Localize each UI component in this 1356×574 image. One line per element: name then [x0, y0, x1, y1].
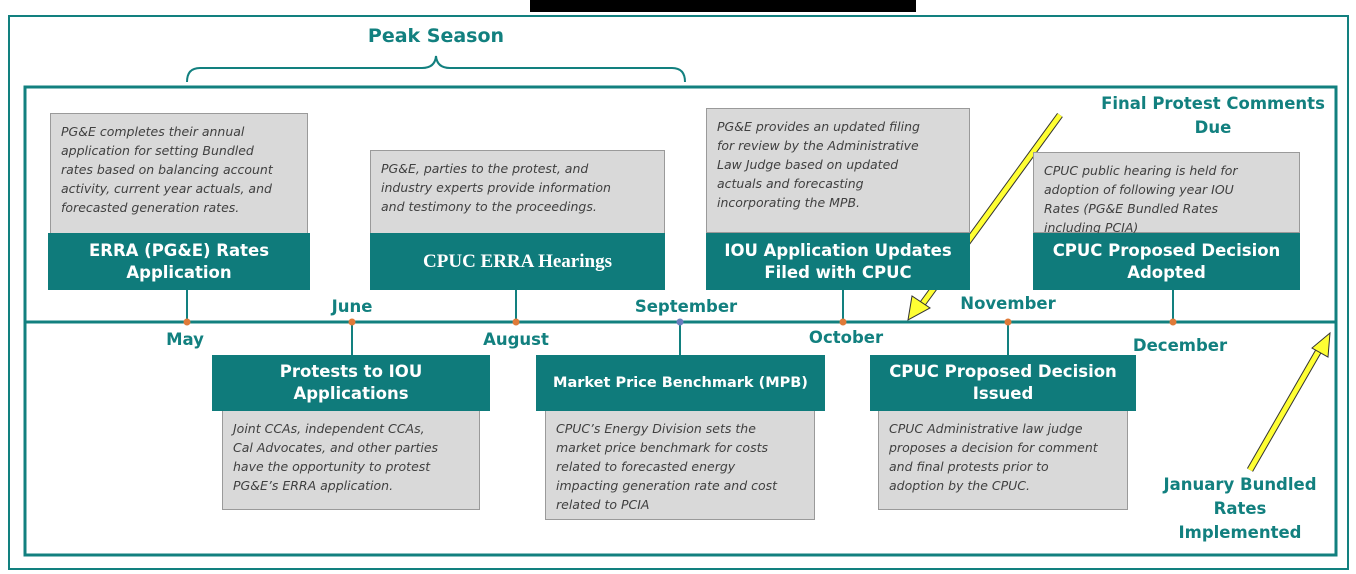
- description-line: adoption of following year IOU: [1044, 182, 1234, 197]
- description-line: actuals and forecasting: [717, 176, 864, 191]
- description-line: Law Judge based on updated: [717, 157, 899, 172]
- event-title: IOU Application Updates Filed with CPUC: [706, 233, 970, 290]
- description-line: PG&E, parties to the protest, and: [381, 161, 589, 176]
- event-description: CPUC Administrative law judge proposes a …: [878, 410, 1128, 510]
- arrow-head: [907, 295, 931, 321]
- arrow: [1247, 343, 1325, 472]
- event-title: Protests to IOU Applications: [212, 355, 490, 411]
- event-title: CPUC ERRA Hearings: [370, 233, 665, 290]
- month-dot: [1169, 318, 1177, 326]
- description-line: PG&E provides an updated filing: [717, 119, 920, 134]
- event-title: CPUC Proposed Decision Adopted: [1033, 233, 1300, 290]
- annotation: Final Protest Comments Due: [1101, 94, 1325, 137]
- month-label: May: [166, 330, 204, 349]
- month-label: June: [331, 297, 373, 316]
- description-line: proposes a decision for comment: [889, 440, 1098, 455]
- description-line: including PCIA): [1044, 220, 1139, 235]
- event-description: Joint CCAs, independent CCAs, Cal Advocat…: [222, 410, 480, 510]
- title: Peak Season: [367, 25, 505, 47]
- month-label: November: [960, 294, 1056, 313]
- description-line: CPUC Administrative law judge: [889, 421, 1083, 436]
- description-line: Rates (PG&E Bundled Rates: [1044, 201, 1219, 216]
- event-description: CPUC’s Energy Division sets the market pr…: [545, 410, 815, 520]
- description-line: PG&E’s ERRA application.: [233, 478, 394, 493]
- description-line: adoption by the CPUC.: [889, 478, 1031, 493]
- description-line: CPUC’s Energy Division sets the: [556, 421, 756, 436]
- description-line: Cal Advocates, and other parties: [233, 440, 439, 455]
- month-label: September: [634, 297, 738, 316]
- month-dot: [839, 318, 847, 326]
- description-line: PG&E completes their annual: [61, 124, 245, 139]
- description-line: forecasted generation rates.: [61, 200, 240, 215]
- event-description: PG&E completes their annual application f…: [50, 113, 308, 235]
- outer-border: [8, 15, 1349, 570]
- description-line: market price benchmark for costs: [556, 440, 768, 455]
- month-dot: [183, 318, 191, 326]
- month-dot: [1004, 318, 1012, 326]
- description-line: activity, current year actuals, and: [61, 181, 272, 196]
- description-line: CPUC public hearing is held for: [1044, 163, 1238, 178]
- arrow-head: [1311, 331, 1331, 358]
- description-line: related to forecasted energy: [556, 459, 736, 474]
- description-line: and testimony to the proceedings.: [381, 199, 597, 214]
- description-line: rates based on balancing account: [61, 162, 273, 177]
- month-dot: [512, 318, 520, 326]
- month-dot: [348, 318, 356, 326]
- top-bar: [530, 0, 916, 12]
- event-description: PG&E, parties to the protest, and industr…: [370, 150, 665, 235]
- month-label: October: [808, 328, 884, 347]
- month-dot: [676, 318, 684, 326]
- description-line: application for setting Bundled: [61, 143, 254, 158]
- event-title: CPUC Proposed Decision Issued: [870, 355, 1136, 411]
- description-line: related to PCIA: [556, 497, 650, 512]
- description-line: incorporating the MPB.: [717, 195, 860, 210]
- brace: [186, 55, 686, 83]
- annotation: January Bundled Rates Implemented: [1163, 475, 1317, 542]
- event-title: Market Price Benchmark (MPB): [536, 355, 825, 411]
- description-line: Joint CCAs, independent CCAs,: [233, 421, 425, 436]
- description-line: for review by the Administrative: [717, 138, 919, 153]
- month-label: August: [483, 330, 549, 349]
- description-line: and final protests prior to: [889, 459, 1049, 474]
- event-description: PG&E provides an updated filing for revie…: [706, 108, 970, 233]
- event-title: ERRA (PG&E) Rates Application: [48, 233, 310, 290]
- description-line: impacting generation rate and cost: [556, 478, 778, 493]
- month-label: December: [1132, 336, 1228, 355]
- description-line: industry experts provide information: [381, 180, 611, 195]
- description-line: have the opportunity to protest: [233, 459, 431, 474]
- event-description: CPUC public hearing is held for adoption …: [1033, 152, 1300, 235]
